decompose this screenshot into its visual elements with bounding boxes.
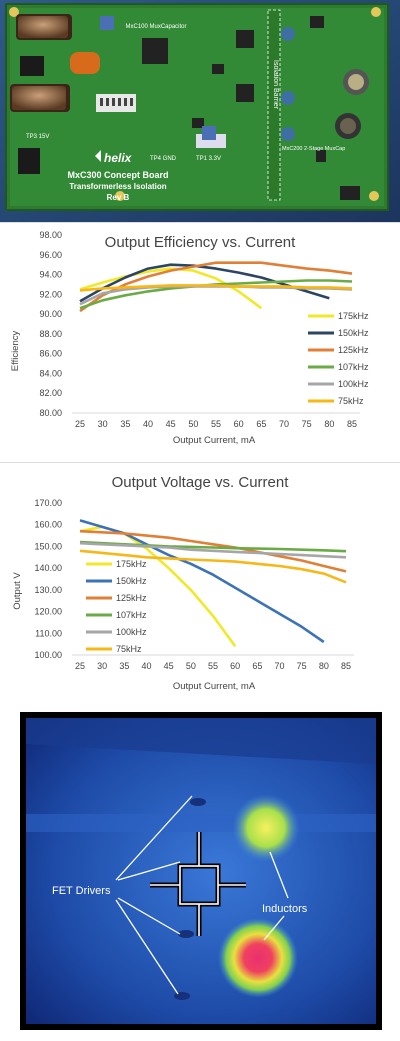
board-photo-svg: Isolation Barrier MxC100 MuxCapacitor Mx… <box>0 0 400 222</box>
thermal-image-svg: FET Drivers Inductors <box>20 712 382 1030</box>
tp-label: TP4 GND <box>150 156 177 162</box>
board-rev: Rev B <box>107 193 130 202</box>
x-tick-label: 35 <box>120 419 130 429</box>
x-tick-label: 30 <box>97 661 107 671</box>
y-tick-label: 140.00 <box>34 563 62 573</box>
legend-label: 175kHz <box>338 311 369 321</box>
y-tick-label: 98.00 <box>39 230 62 240</box>
capacitor <box>16 14 72 40</box>
mux-label: MxC100 MuxCapacitor <box>125 24 186 30</box>
y-tick-label: 80.00 <box>39 408 62 418</box>
capacitor <box>10 84 70 112</box>
tp-label: TP3 15V <box>26 134 49 140</box>
x-tick-label: 85 <box>341 661 351 671</box>
chart-title: Output Voltage vs. Current <box>112 474 290 491</box>
y-tick-label: 160.00 <box>34 520 62 530</box>
y-tick-label: 130.00 <box>34 585 62 595</box>
thermal-image: FET Drivers Inductors <box>0 704 400 1036</box>
board-photo: Isolation Barrier MxC100 MuxCapacitor Mx… <box>0 0 400 222</box>
stage-label: MxC200 2-Stage MuxCap <box>282 146 345 152</box>
x-tick-label: 60 <box>234 419 244 429</box>
x-tick-label: 85 <box>347 419 357 429</box>
legend-label: 125kHz <box>116 593 147 603</box>
legend-label: 125kHz <box>338 345 369 355</box>
x-tick-label: 55 <box>208 661 218 671</box>
x-tick-label: 65 <box>252 661 262 671</box>
x-tick-label: 65 <box>256 419 266 429</box>
x-tick-label: 25 <box>75 419 85 429</box>
inductors-label: Inductors <box>262 903 308 915</box>
y-tick-label: 120.00 <box>34 607 62 617</box>
x-tick-label: 35 <box>119 661 129 671</box>
legend-label: 100kHz <box>338 379 369 389</box>
x-tick-label: 80 <box>319 661 329 671</box>
y-tick-label: 96.00 <box>39 250 62 260</box>
series-line-75kHz <box>79 284 353 292</box>
y-tick-label: 100.00 <box>34 650 62 660</box>
series-line-125kHz <box>79 261 353 313</box>
voltage-chart-svg: Output Voltage vs. Current Output V Outp… <box>12 474 354 692</box>
y-tick-label: 84.00 <box>39 368 62 378</box>
y-tick-label: 86.00 <box>39 349 62 359</box>
fet-drivers-label: FET Drivers <box>52 885 111 897</box>
barrier-label: Isolation Barrier <box>272 60 279 110</box>
y-axis-label: Efficiency <box>10 331 21 372</box>
efficiency-chart: Output Efficiency vs. Current Efficiency… <box>0 222 400 463</box>
y-tick-label: 82.00 <box>39 388 62 398</box>
x-tick-label: 30 <box>98 419 108 429</box>
x-tick-label: 60 <box>230 661 240 671</box>
x-tick-label: 50 <box>186 661 196 671</box>
x-tick-label: 55 <box>211 419 221 429</box>
board-title: MxC300 Concept Board <box>67 170 168 180</box>
y-axis-label: Output V <box>12 572 23 610</box>
y-tick-label: 88.00 <box>39 329 62 339</box>
legend-label: 175kHz <box>116 559 147 569</box>
y-tick-label: 150.00 <box>34 541 62 551</box>
tp-label: TP1 3.3V <box>196 156 221 162</box>
series-line-125kHz <box>79 529 347 573</box>
inductor-hotspot <box>218 918 298 998</box>
legend-label: 100kHz <box>116 627 147 637</box>
x-tick-label: 45 <box>166 419 176 429</box>
x-tick-label: 25 <box>75 661 85 671</box>
voltage-chart: Output Voltage vs. Current Output V Outp… <box>0 462 400 706</box>
y-tick-label: 110.00 <box>35 628 62 638</box>
inductor-hotspot <box>232 794 300 862</box>
legend-label: 150kHz <box>116 576 147 586</box>
legend-label: 75kHz <box>116 644 142 654</box>
y-tick-label: 90.00 <box>39 309 62 319</box>
svg-text:helix: helix <box>104 151 133 165</box>
x-tick-label: 75 <box>297 661 307 671</box>
legend-label: 75kHz <box>338 396 364 406</box>
x-tick-label: 40 <box>141 661 151 671</box>
x-axis-label: Output Current, mA <box>173 435 256 446</box>
x-tick-label: 80 <box>324 419 334 429</box>
x-tick-label: 70 <box>274 661 284 671</box>
series-line-75kHz <box>79 549 347 584</box>
series-line-100kHz <box>79 541 347 559</box>
board-subtitle: Transformerless Isolation <box>69 182 166 191</box>
legend-label: 107kHz <box>338 362 369 372</box>
helix-logo: helix <box>95 150 133 165</box>
x-axis-label: Output Current, mA <box>173 681 256 692</box>
y-tick-label: 170.00 <box>34 498 62 508</box>
y-tick-label: 92.00 <box>39 289 62 299</box>
x-tick-label: 75 <box>302 419 312 429</box>
x-tick-label: 50 <box>188 419 198 429</box>
efficiency-chart-svg: Output Efficiency vs. Current Efficiency… <box>10 230 369 446</box>
x-tick-label: 45 <box>164 661 174 671</box>
y-tick-label: 94.00 <box>39 270 62 280</box>
chart-title: Output Efficiency vs. Current <box>105 234 296 251</box>
x-tick-label: 70 <box>279 419 289 429</box>
x-tick-label: 40 <box>143 419 153 429</box>
legend-label: 107kHz <box>116 610 147 620</box>
legend-label: 150kHz <box>338 328 369 338</box>
